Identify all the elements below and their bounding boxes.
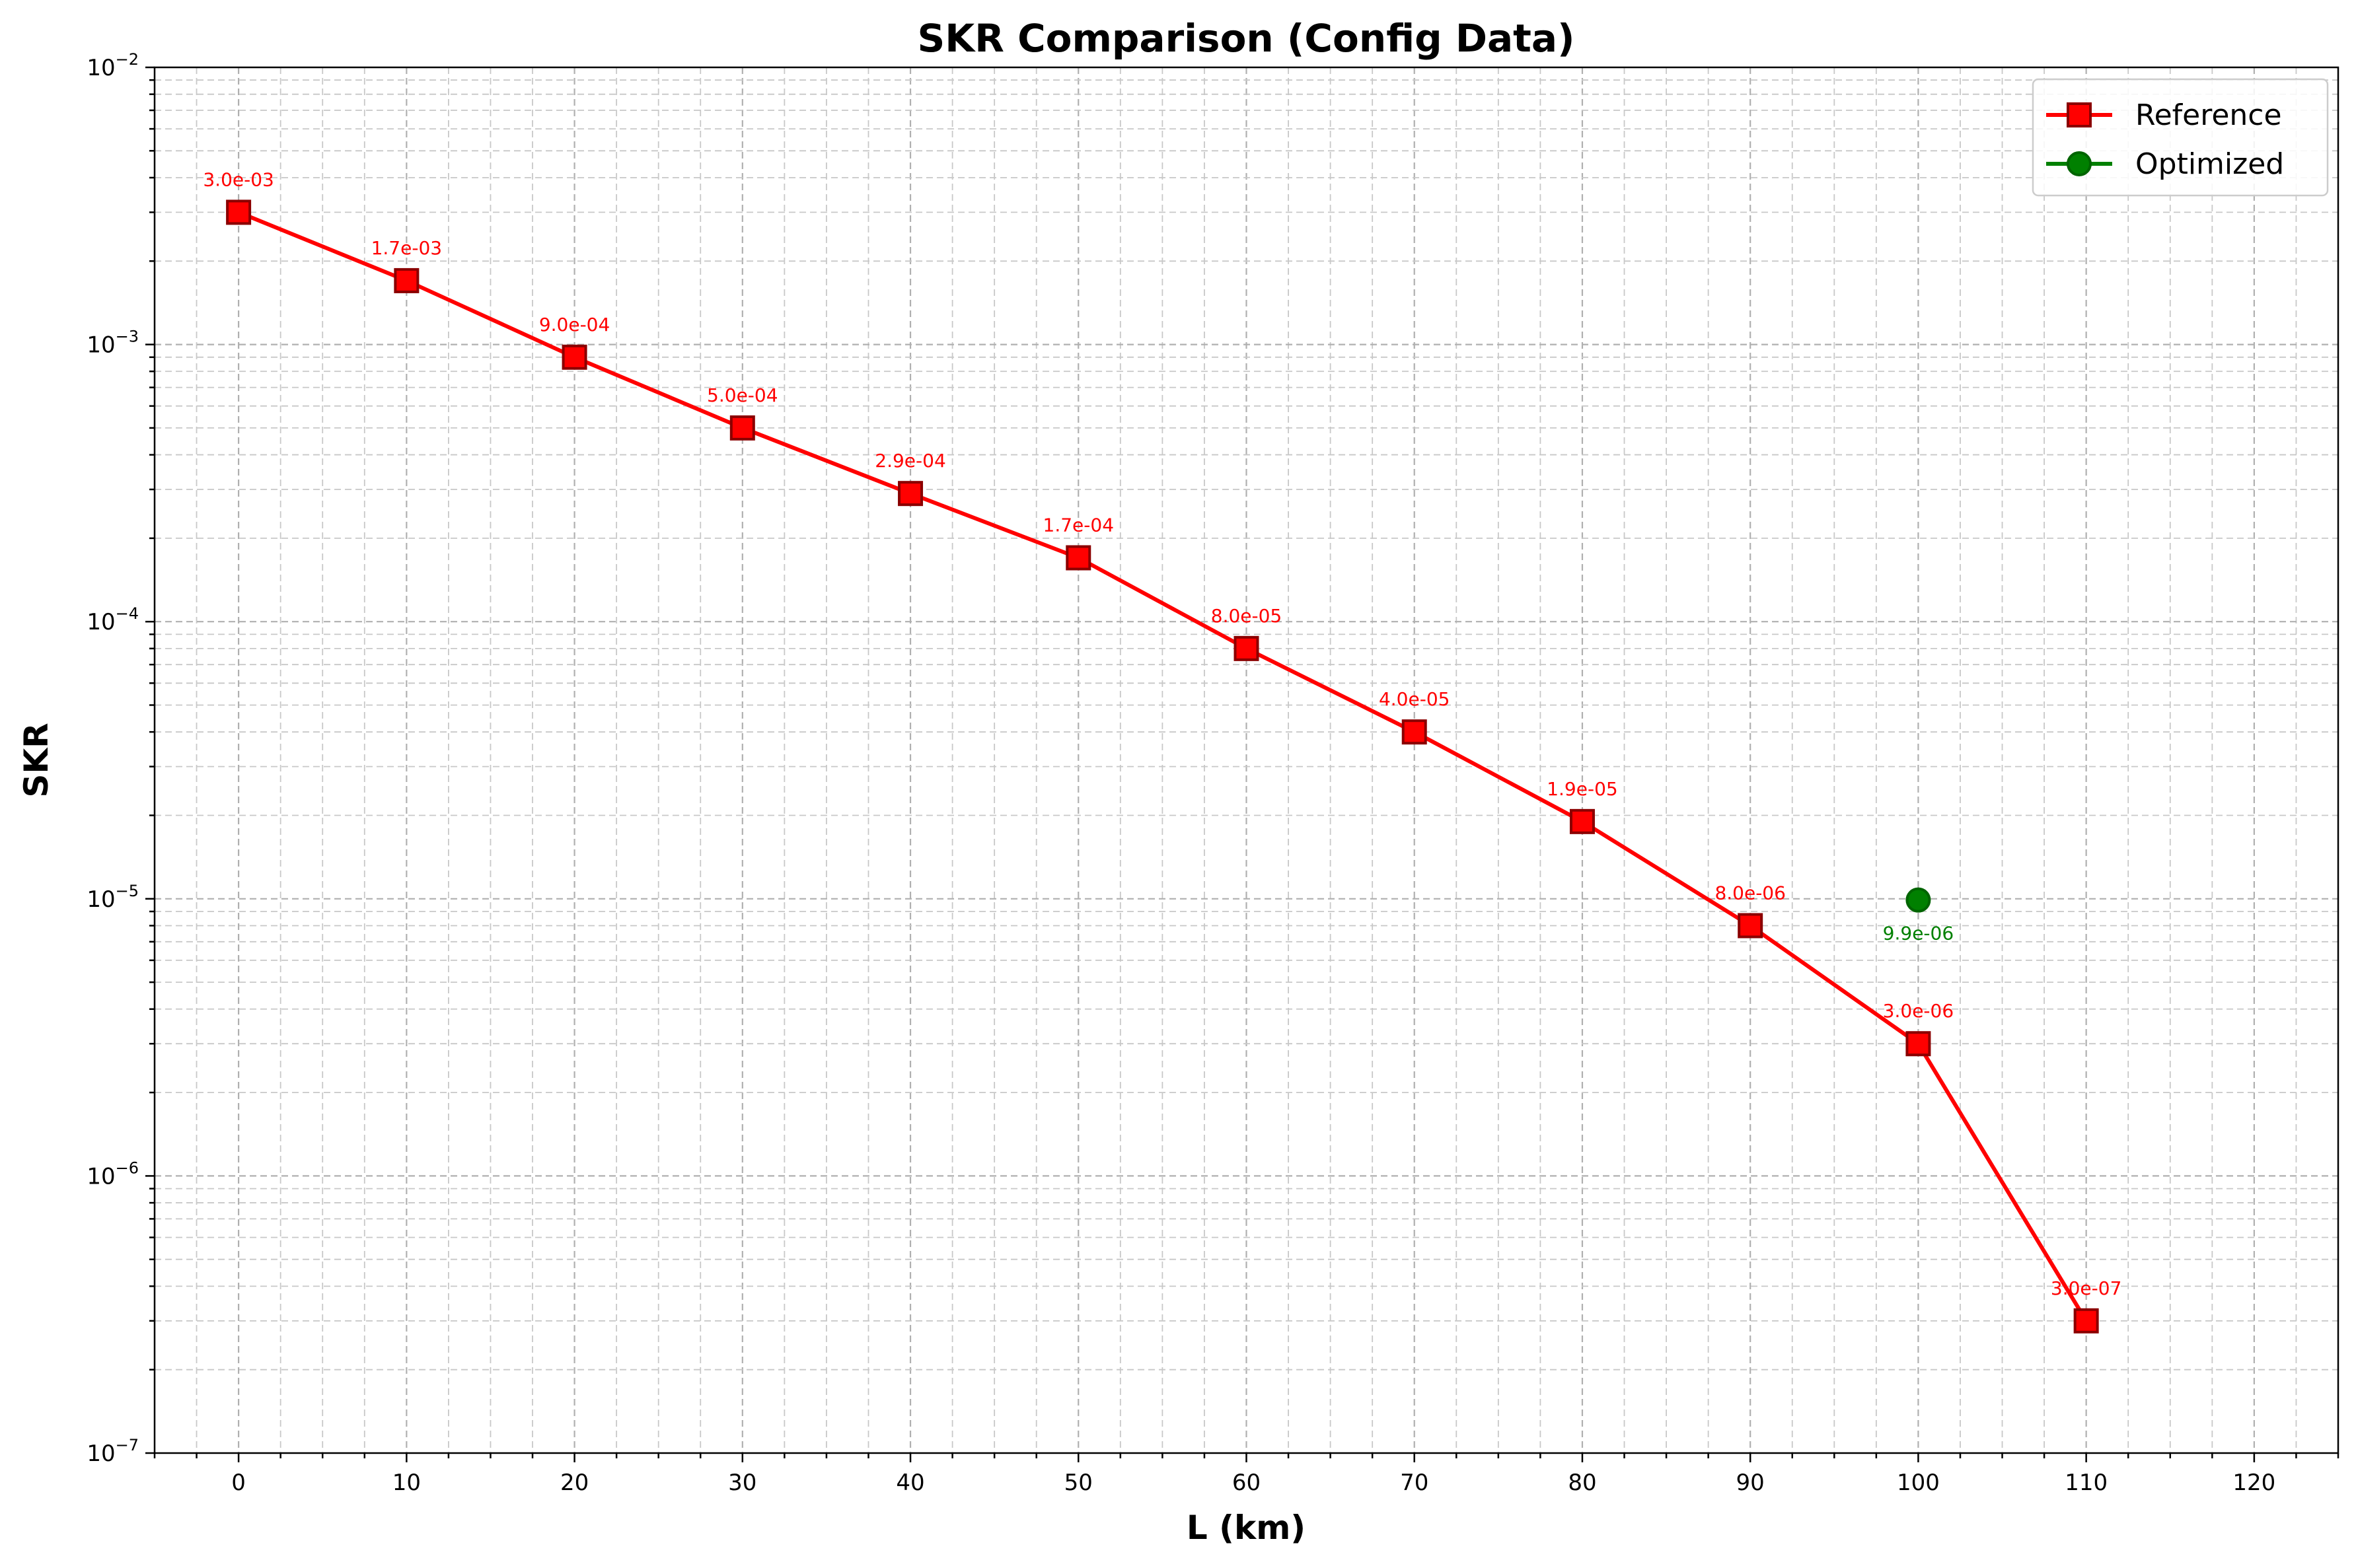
- y-tick-label: 10−4: [87, 604, 139, 635]
- grid-lines: [155, 67, 2338, 1453]
- legend-item-reference: Reference: [2046, 98, 2282, 132]
- x-tick-label: 120: [2232, 1470, 2275, 1496]
- data-label: 8.0e-05: [1211, 605, 1282, 627]
- x-tick-label: 80: [1568, 1470, 1596, 1496]
- series-line: [237, 210, 2088, 1322]
- y-tick-base: 10: [87, 1163, 115, 1190]
- x-tick-label: 0: [231, 1470, 246, 1496]
- data-label: 2.9e-04: [875, 450, 946, 472]
- legend-box: [2032, 78, 2329, 197]
- square-marker: [562, 344, 587, 370]
- circle-marker: [1905, 887, 1931, 913]
- data-label: 1.9e-05: [1547, 778, 1618, 800]
- square-marker: [898, 481, 924, 507]
- data-label: 9.9e-06: [1883, 923, 1954, 944]
- x-tick-label: 30: [728, 1470, 756, 1496]
- chart-title: SKR Comparison (Config Data): [918, 16, 1575, 61]
- y-tick-exponent: −4: [116, 604, 139, 623]
- x-tick-label: 70: [1400, 1470, 1428, 1496]
- square-marker: [1401, 719, 1427, 745]
- x-tick-label: 100: [1897, 1470, 1940, 1496]
- square-marker: [226, 199, 252, 225]
- x-tick-label: 110: [2065, 1470, 2108, 1496]
- y-tick-base: 10: [87, 55, 115, 81]
- y-tick-exponent: −7: [116, 1436, 139, 1454]
- data-label: 9.0e-04: [539, 314, 610, 336]
- data-label: 3.0e-06: [1883, 1000, 1954, 1022]
- y-tick-exponent: −3: [116, 328, 139, 346]
- square-marker: [1905, 1031, 1931, 1057]
- y-tick-base: 10: [87, 609, 115, 635]
- square-marker: [1233, 635, 1259, 661]
- y-tick-label: 10−6: [87, 1158, 139, 1190]
- legend-circle-marker: [2067, 151, 2092, 176]
- x-tick-label: 40: [896, 1470, 924, 1496]
- y-tick-label: 10−7: [87, 1436, 139, 1467]
- series-reference: 3.0e-03 1.7e-03 9.0e-04 5.0e-04 2.9e-04 1.7e-…: [203, 168, 2122, 1334]
- axis-ticks: 0 10 20 30 40 50 60 70 80 90 100 110 12010−710−610−5…: [87, 50, 2339, 1496]
- y-tick-base: 10: [87, 332, 115, 359]
- data-label: 5.0e-04: [707, 384, 778, 406]
- series-optimized: 9.9e-06: [1883, 887, 1954, 944]
- data-label: 1.7e-03: [371, 237, 443, 259]
- data-label: 4.0e-05: [1379, 688, 1450, 710]
- x-tick-label: 50: [1064, 1470, 1093, 1496]
- y-axis-title: SKR: [17, 723, 55, 797]
- data-label: 8.0e-06: [1714, 882, 1786, 904]
- x-axis-title: L (km): [1187, 1509, 1306, 1547]
- y-tick-exponent: −6: [116, 1158, 139, 1177]
- legend-square-marker: [2067, 102, 2092, 127]
- y-tick-base: 10: [87, 1441, 115, 1467]
- legend-item-optimized: Optimized: [2046, 147, 2284, 181]
- data-label: 1.7e-04: [1043, 515, 1115, 536]
- y-tick-label: 10−5: [87, 882, 139, 913]
- square-marker: [1066, 545, 1091, 571]
- y-tick-exponent: −5: [116, 882, 139, 900]
- data-label: 3.0e-03: [203, 168, 274, 190]
- legend: Reference Optimized: [2032, 78, 2329, 197]
- data-label: 3.0e-07: [2051, 1277, 2122, 1299]
- square-marker: [1569, 808, 1595, 834]
- x-tick-label: 60: [1232, 1470, 1261, 1496]
- x-tick-label: 90: [1736, 1470, 1765, 1496]
- square-marker: [394, 267, 420, 293]
- x-tick-label: 20: [560, 1470, 589, 1496]
- square-marker: [2073, 1308, 2099, 1334]
- legend-label: Reference: [2135, 98, 2282, 132]
- data-series: 3.0e-03 1.7e-03 9.0e-04 5.0e-04 2.9e-04 1.7e-…: [203, 168, 2122, 1334]
- legend-label: Optimized: [2135, 147, 2284, 181]
- y-tick-label: 10−2: [87, 50, 139, 81]
- y-tick-exponent: −2: [116, 50, 139, 69]
- square-marker: [1738, 913, 1763, 939]
- x-tick-label: 10: [392, 1470, 421, 1496]
- y-tick-label: 10−3: [87, 328, 139, 359]
- y-tick-base: 10: [87, 886, 115, 913]
- square-marker: [729, 415, 755, 441]
